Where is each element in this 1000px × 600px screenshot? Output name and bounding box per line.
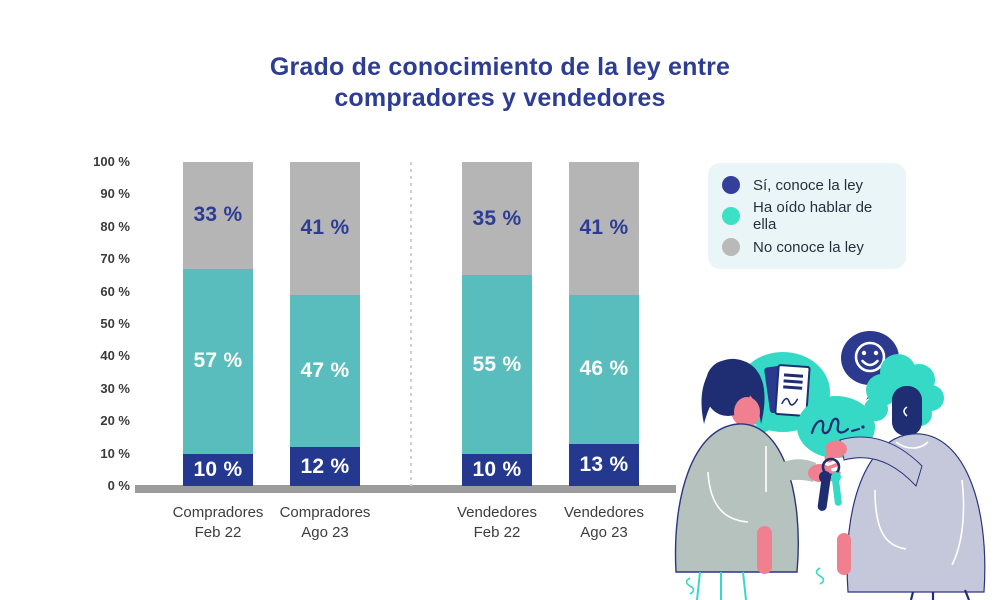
y-axis-tick-label: 40 % — [100, 348, 130, 364]
y-axis-tick-label: 10 % — [100, 445, 130, 461]
x-axis-category-line: Vendedores — [563, 504, 645, 521]
x-axis-category-line: Feb 22 — [473, 523, 521, 541]
bar-value-label: 10 % — [472, 457, 522, 481]
bar-value-label: 47 % — [300, 358, 350, 382]
buyer-figure — [674, 358, 841, 600]
bar-segment — [290, 294, 360, 448]
bar-segment — [290, 447, 360, 486]
bar-value-label: 55 % — [472, 352, 522, 376]
bar-segment — [462, 162, 532, 276]
legend-dot-blue-icon — [722, 176, 740, 194]
y-axis-tick-label: 80 % — [100, 218, 130, 234]
keys-icon — [817, 471, 842, 511]
bar-segment — [569, 294, 639, 444]
y-axis-tick-label: 50 % — [100, 316, 130, 331]
legend: Sí, conoce la ley Ha oído hablar de ella… — [708, 163, 906, 269]
bar-value-label: 41 % — [579, 216, 629, 240]
x-axis-category-line: Ago 23 — [580, 523, 628, 541]
legend-label: Ha oído hablar de ella — [753, 199, 873, 233]
bar-segment — [569, 443, 639, 486]
y-axis-tick-label: 30 % — [100, 380, 130, 396]
legend-item-ha-oido: Ha oído hablar de ella — [722, 199, 892, 233]
legend-dot-teal-icon — [722, 207, 740, 225]
chart-title: Grado de conocimiento de la ley entre co… — [269, 53, 731, 112]
x-axis-category-line: Feb 22 — [194, 523, 242, 541]
legend-dot-gray-icon — [722, 238, 740, 256]
x-axis-category-line: Ago 23 — [301, 523, 349, 541]
group-separator-dashed-line — [410, 162, 412, 486]
bar-segment — [462, 275, 532, 454]
seller-figure — [815, 354, 986, 600]
x-axis-baseline — [135, 485, 676, 493]
bar-segment — [183, 453, 253, 486]
bar-value-label: 41 % — [300, 216, 350, 240]
x-axis-category-label: Compradores Feb 22 — [148, 503, 288, 542]
x-axis-category-line: Compradores — [172, 504, 264, 521]
legend-label: Sí, conoce la ley — [753, 176, 864, 194]
bar-value-label: 10 % — [193, 457, 243, 481]
bar-value-label: 33 % — [193, 203, 243, 227]
y-axis-tick-label: 70 % — [100, 251, 130, 267]
y-axis-tick-label: 20 % — [100, 413, 130, 429]
bar-value-label: 35 % — [472, 206, 522, 230]
legend-item-no-conoce: No conoce la ley — [722, 238, 892, 256]
legend-label: No conoce la ley — [753, 238, 864, 256]
bar-segment — [569, 162, 639, 295]
legend-item-si-conoce: Sí, conoce la ley — [722, 176, 892, 194]
bar-segment — [462, 453, 532, 486]
bar-value-label: 12 % — [300, 454, 350, 478]
bar-value-label: 46 % — [579, 357, 629, 381]
bar-segment — [183, 268, 253, 454]
x-axis-category-label: Compradores Ago 23 — [255, 503, 395, 542]
y-axis-tick-label: 60 % — [100, 283, 130, 299]
bar-segment — [183, 162, 253, 269]
bar-value-label: 57 % — [193, 349, 243, 373]
y-axis-tick-label: 100 % — [93, 154, 130, 169]
bar-value-label: 13 % — [579, 452, 629, 476]
y-axis-tick-label: 90 % — [100, 186, 130, 202]
x-axis-category-label: Vendedores Feb 22 — [427, 503, 567, 542]
people-handing-keys-illustration — [670, 330, 1000, 600]
x-axis-category-line: Compradores — [279, 504, 371, 521]
bar-segment — [290, 162, 360, 295]
x-axis-category-label: Vendedores Ago 23 — [534, 503, 674, 542]
x-axis-category-line: Vendedores — [456, 504, 538, 521]
y-axis-tick-label: 0 % — [107, 478, 130, 493]
